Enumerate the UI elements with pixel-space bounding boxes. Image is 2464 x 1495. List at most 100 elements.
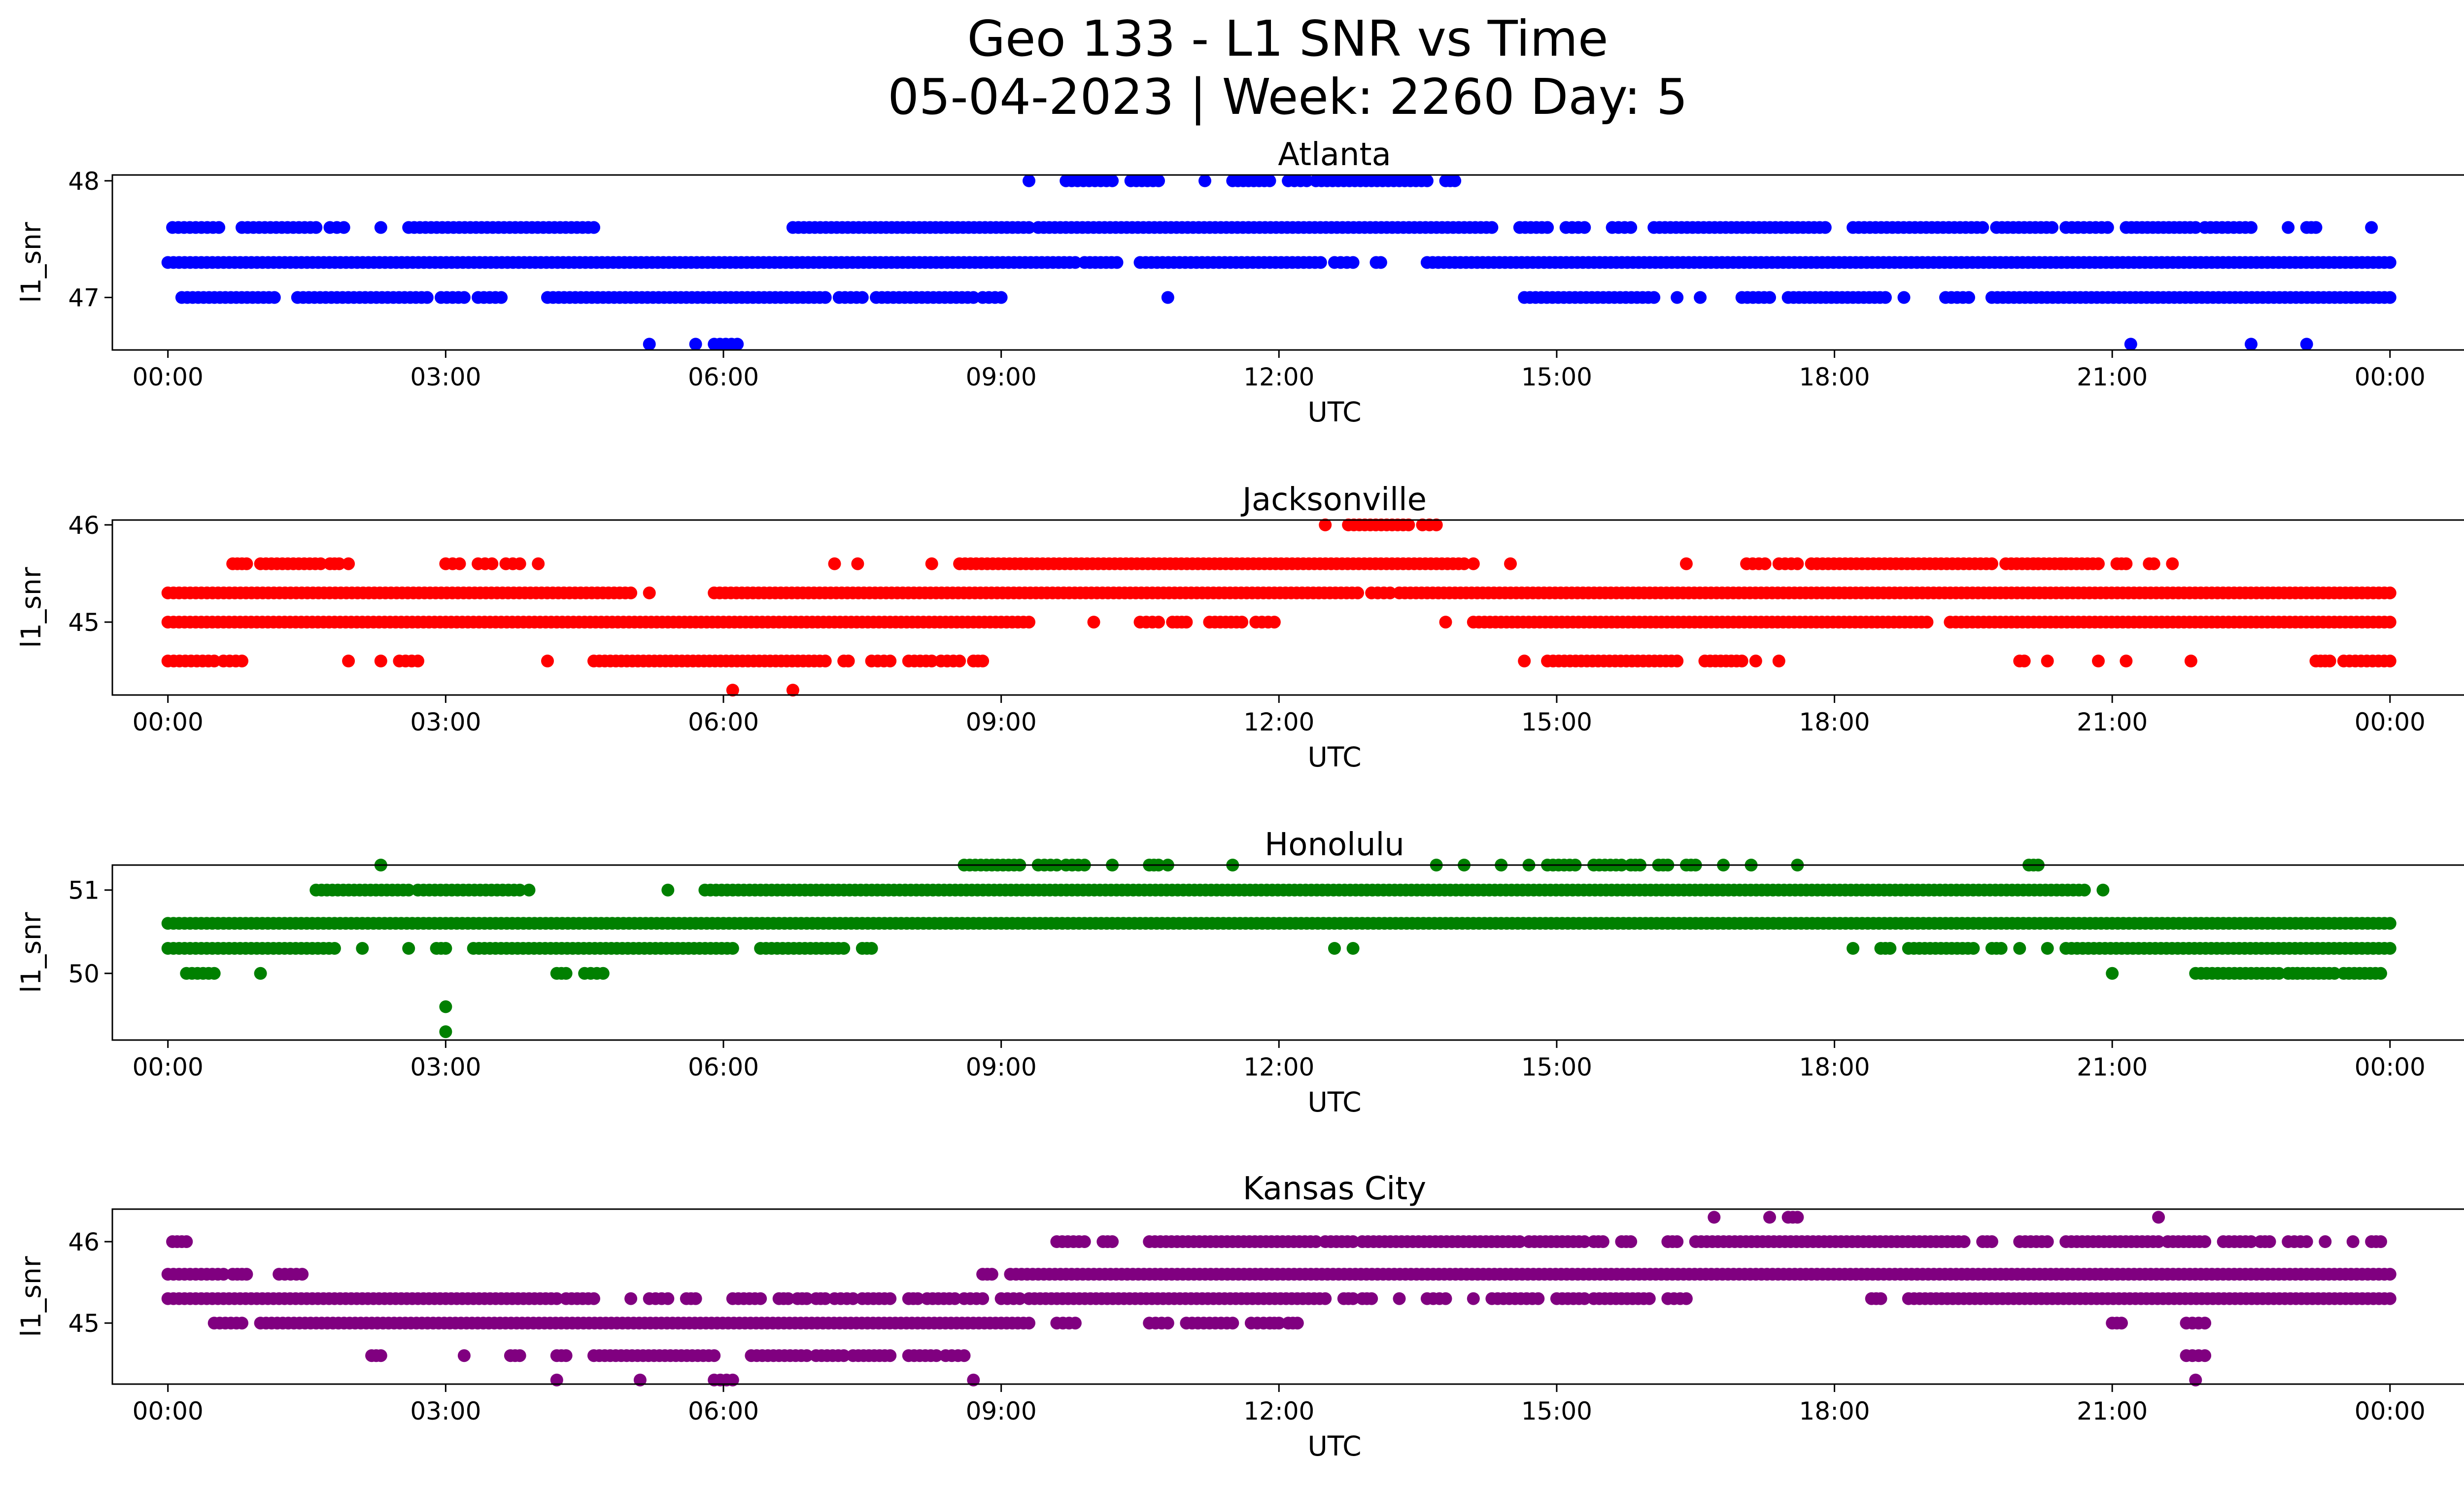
data-point [2383,256,2396,269]
data-point [309,221,323,234]
data-point [2346,1235,2360,1248]
data-point [1994,942,2008,955]
data-point [2383,291,2396,304]
data-point [559,967,573,980]
data-point [1439,616,1452,629]
data-point [532,557,545,570]
data-point [930,1349,943,1362]
data-point [2245,221,2258,234]
data-point [374,1349,387,1362]
data-point [212,221,226,234]
data-point [2383,942,2396,955]
data-point [559,1349,573,1362]
x-tick-label: 00:00 [133,1397,204,1425]
data-point [726,1373,739,1387]
data-point [2374,1235,2387,1248]
x-tick-label: 21:00 [2077,363,2148,391]
data-point [402,942,415,955]
data-point [1087,616,1100,629]
data-point [550,1292,563,1305]
data-point [967,291,980,304]
data-point [457,1349,471,1362]
data-point [240,1268,253,1281]
data-point [2323,655,2336,667]
data-point [1578,1235,1591,1248]
data-point [1596,1235,1609,1248]
x-tick-label: 12:00 [1243,1397,1314,1425]
data-point [2115,1317,2128,1330]
data-point [643,338,656,351]
data-point [689,1292,702,1305]
data-point [1485,221,1499,234]
data-point [884,1349,897,1362]
data-point [1791,1211,1804,1224]
data-point [1513,1235,1526,1248]
data-point [439,1000,452,1013]
data-point [1374,256,1387,269]
data-point [1106,174,1119,187]
data-point [1309,1235,1323,1248]
axes-frame [111,1208,2464,1385]
data-point [587,221,600,234]
data-point [1161,291,1174,304]
x-tick-label: 15:00 [1521,363,1592,391]
data-point [2152,1211,2165,1224]
y-axis-label: l1_snr [15,912,47,993]
x-tick-label: 12:00 [1243,363,1314,391]
data-point [2189,221,2202,234]
data-point [976,655,990,667]
x-axis-label: UTC [1307,1086,1361,1118]
data-point [2124,338,2137,351]
data-point [2166,557,2179,570]
data-point [1541,221,1554,234]
data-point [1818,221,1832,234]
data-point [2096,883,2110,897]
data-point [2092,557,2105,570]
data-point [587,1292,600,1305]
data-point [1763,291,1776,304]
data-point [1504,557,1517,570]
figure-title-line2: 05-04-2023 | Week: 2260 Day: 5 [888,68,1688,126]
data-point [884,1292,897,1305]
data-point [1226,1317,1239,1330]
data-point [236,1317,248,1330]
figure-title-line1: Geo 133 - L1 SNR vs Time [967,10,1608,68]
data-point [1758,557,1772,570]
data-point [2383,586,2396,599]
data-point [800,1292,814,1305]
data-point [2309,221,2323,234]
x-tick-label: 15:00 [1521,1397,1592,1425]
data-point [1314,256,1327,269]
data-point [2198,1235,2212,1248]
x-tick-label: 06:00 [688,1053,759,1081]
data-point [2245,1235,2258,1248]
data-point [513,1349,526,1362]
x-tick-label: 15:00 [1521,708,1592,736]
data-point [356,942,369,955]
data-point [439,942,452,955]
x-axis-label: UTC [1307,1430,1361,1462]
data-point [402,883,415,897]
data-point [1383,586,1397,599]
y-tick-label: 46 [68,511,100,540]
panel-kansas-city: Kansas City 00:00 03:00 06:00 09:00 12:00 15:0… [15,1171,2464,1462]
data-point [1393,1292,1406,1305]
data-point [643,586,656,599]
x-tick-label: 00:00 [2355,1053,2426,1081]
data-point [1023,616,1035,629]
x-tick-label: 21:00 [2077,708,2148,736]
data-point [1985,1235,1998,1248]
data-point [1578,1292,1591,1305]
panel-title: Honolulu [1265,827,1404,863]
data-point [1328,942,1341,955]
data-point [837,1349,851,1362]
data-point [1351,586,1364,599]
data-point [268,291,281,304]
data-point [2013,942,2026,955]
data-point [1467,1292,1480,1305]
data-point [2041,942,2054,955]
data-point [1879,291,1892,304]
data-point [457,291,471,304]
data-point [2101,221,2114,234]
data-point [1679,1292,1693,1305]
